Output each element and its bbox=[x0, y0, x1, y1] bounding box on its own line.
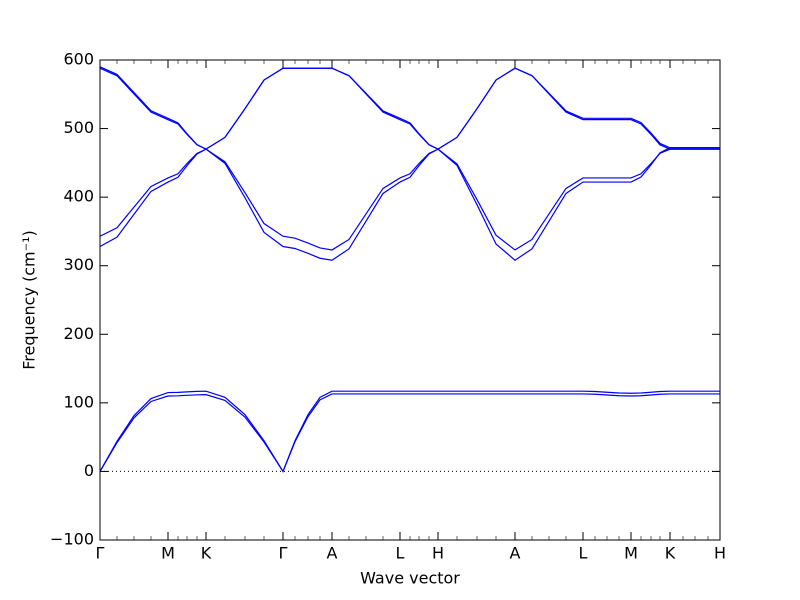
band-line bbox=[99, 67, 720, 261]
x-tick-label: L bbox=[396, 544, 405, 563]
x-axis-label: Wave vector bbox=[360, 569, 460, 588]
x-tick-label: L bbox=[579, 544, 588, 563]
x-tick-label: A bbox=[327, 544, 338, 563]
x-tick-label: A bbox=[510, 544, 521, 563]
x-tick-label: K bbox=[201, 544, 212, 563]
y-tick-label: 600 bbox=[63, 50, 94, 69]
y-axis-label: Frequency (cm⁻¹) bbox=[20, 230, 39, 369]
x-tick-label: Γ bbox=[96, 544, 105, 563]
x-tick-label: M bbox=[161, 544, 175, 563]
y-tick-label: 0 bbox=[84, 461, 94, 480]
band-line bbox=[99, 67, 720, 261]
x-tick-label: H bbox=[714, 544, 726, 563]
y-tick-label: 200 bbox=[63, 324, 94, 343]
y-tick-label: 400 bbox=[63, 187, 94, 206]
plot-frame bbox=[99, 59, 721, 541]
y-tick-label: 500 bbox=[63, 118, 94, 137]
x-tick-label: M bbox=[624, 544, 638, 563]
band-line bbox=[99, 390, 720, 473]
y-tick-label: 100 bbox=[63, 392, 94, 411]
band-line bbox=[99, 393, 720, 473]
x-tick-label: K bbox=[665, 544, 676, 563]
y-tick-label: −100 bbox=[50, 530, 94, 549]
y-tick-label: 300 bbox=[63, 255, 94, 274]
x-tick-label: Γ bbox=[279, 544, 288, 563]
x-tick-label: H bbox=[432, 544, 444, 563]
